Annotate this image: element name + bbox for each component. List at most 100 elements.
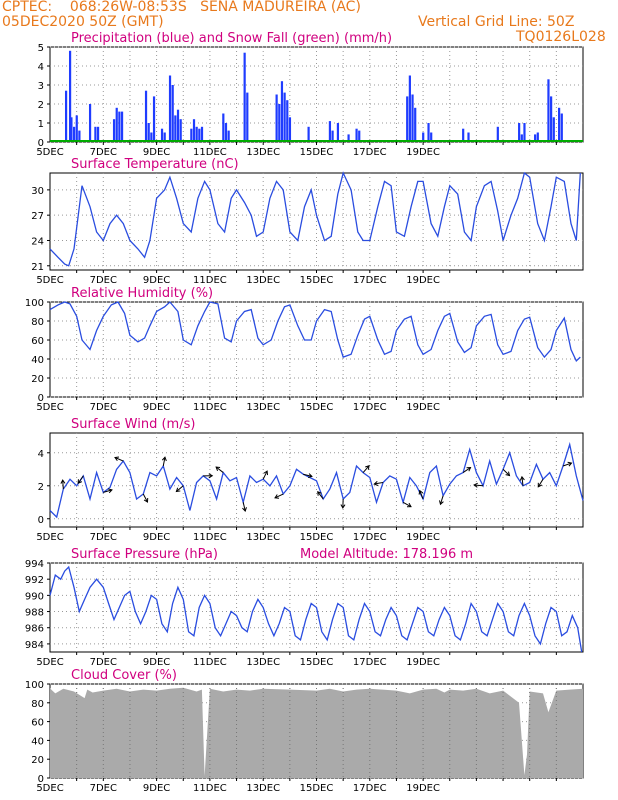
- y-tick-label: 21: [31, 262, 44, 273]
- wind-arrow: [242, 502, 246, 512]
- wind-arrow-head: [161, 456, 167, 462]
- wind-arrow: [162, 457, 166, 467]
- wind-arrow-head: [242, 507, 247, 512]
- x-tick-label: 5DEC: [36, 783, 63, 794]
- panel-title: Surface Wind (m/s): [71, 417, 195, 432]
- precip-bar: [243, 52, 246, 143]
- precip-bar: [152, 96, 156, 142]
- x-tick-label: 11DEC: [193, 275, 227, 286]
- panel-title: Precipitation (blue) and Snow Fall (gree…: [71, 31, 392, 46]
- x-tick-label: 5DEC: [36, 402, 63, 413]
- x-tick-label: 17DEC: [353, 275, 387, 286]
- x-tick-label: 5DEC: [36, 657, 63, 668]
- wind-arrow-head: [373, 481, 379, 486]
- wind-arrow: [62, 480, 64, 490]
- y-tick-label: 4: [38, 62, 44, 73]
- series-line: [49, 565, 583, 653]
- precip-bar: [408, 75, 411, 142]
- x-tick-label: 19DEC: [406, 532, 440, 543]
- wind-arrow-head: [466, 467, 472, 472]
- x-tick-label: 5DEC: [36, 532, 63, 543]
- y-tick-label: 4: [38, 449, 44, 460]
- y-tick-label: 0: [38, 393, 44, 404]
- wind-arrow: [215, 466, 224, 473]
- precip-bar: [560, 113, 563, 142]
- x-tick-label: 7DEC: [90, 275, 117, 286]
- y-tick-label: 80: [31, 699, 44, 710]
- precip-bar: [115, 107, 118, 142]
- y-tick-label: 0: [38, 774, 44, 785]
- y-tick-label: 20: [31, 755, 44, 766]
- wind-arrow-head: [567, 461, 573, 467]
- precip-bar: [144, 90, 148, 142]
- precip-bar: [496, 126, 499, 142]
- precip-bar: [462, 128, 465, 142]
- wind-arrow-head: [307, 473, 313, 479]
- precip-bar: [280, 81, 284, 142]
- precip-bar: [278, 104, 281, 142]
- precip-bar: [547, 79, 550, 142]
- y-tick-label: 992: [25, 575, 44, 586]
- precip-bar: [171, 85, 174, 142]
- precip-bar: [307, 126, 310, 142]
- precip-bar: [150, 132, 153, 142]
- y-tick-label: 60: [31, 718, 44, 729]
- panel-title: Surface Pressure (hPa): [71, 547, 218, 562]
- x-tick-label: 17DEC: [353, 532, 387, 543]
- wind-arrow: [502, 468, 510, 476]
- wind-arrow-head: [175, 487, 181, 493]
- y-tick-label: 984: [25, 640, 44, 651]
- precip-bar: [422, 132, 425, 142]
- x-tick-label: 15DEC: [300, 147, 334, 158]
- x-tick-label: 7DEC: [90, 402, 117, 413]
- panel-annotation: Model Altitude: 178.196 m: [300, 547, 473, 562]
- y-tick-label: 988: [25, 608, 44, 619]
- precip-bar: [200, 126, 204, 142]
- wind-arrow: [374, 481, 384, 485]
- y-tick-label: 1: [38, 119, 44, 130]
- precip-bar: [190, 128, 193, 142]
- x-tick-label: 9DEC: [143, 147, 170, 158]
- precip-bar: [246, 92, 249, 142]
- wind-arrow-head: [365, 465, 370, 470]
- precip-bar: [96, 126, 100, 142]
- precip-bar: [64, 90, 68, 142]
- wind-arrow: [474, 484, 484, 487]
- y-tick-label: 20: [31, 374, 44, 385]
- y-tick-label: 24: [31, 236, 44, 247]
- precip-bar: [536, 132, 539, 142]
- precip-bar: [75, 115, 78, 142]
- x-tick-label: 19DEC: [406, 657, 440, 668]
- wind-arrow-head: [60, 479, 66, 484]
- wind-arrow: [462, 467, 471, 473]
- wind-arrow-head: [418, 489, 424, 495]
- precip-bar: [552, 117, 555, 142]
- wind-arrow-head: [340, 504, 346, 509]
- series-line: [49, 171, 581, 267]
- precip-bar: [558, 107, 561, 142]
- wind-arrow-head: [317, 491, 322, 496]
- x-tick-label: 19DEC: [406, 147, 440, 158]
- y-tick-label: 80: [31, 317, 44, 328]
- wind-arrow-head: [107, 488, 113, 494]
- x-tick-label: 13DEC: [246, 275, 280, 286]
- x-tick-label: 9DEC: [143, 275, 170, 286]
- x-tick-label: 9DEC: [143, 532, 170, 543]
- panel-title: Cloud Cover (%): [71, 668, 177, 683]
- precip-bar: [355, 128, 358, 142]
- precip-bar: [430, 132, 433, 142]
- panel-title: Relative Humidity (%): [71, 286, 213, 301]
- precip-bar: [68, 50, 72, 142]
- wind-arrow-head: [537, 482, 543, 488]
- y-tick-label: 100: [25, 680, 44, 691]
- wind-arrow: [274, 493, 284, 499]
- x-tick-label: 13DEC: [246, 147, 280, 158]
- precip-bar: [160, 128, 164, 142]
- wind-arrow: [303, 473, 313, 477]
- precip-bar: [331, 130, 334, 142]
- station-header: CPTEC: 068:26W-08:53S SENA MADUREIRA (AC…: [2, 0, 361, 15]
- precip-bar: [198, 128, 201, 142]
- y-tick-label: 5: [38, 43, 44, 54]
- x-tick-label: 15DEC: [300, 657, 334, 668]
